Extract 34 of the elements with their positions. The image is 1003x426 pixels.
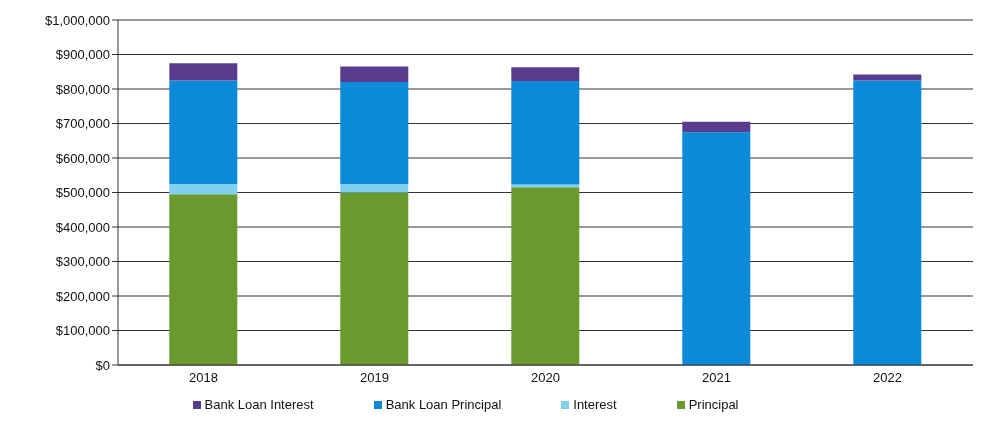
bar bbox=[340, 82, 409, 184]
bar bbox=[511, 67, 580, 82]
y-tick-label: $700,000 bbox=[55, 116, 110, 132]
y-tick-label: $0 bbox=[95, 357, 110, 373]
y-tick-label: $1,000,000 bbox=[44, 12, 110, 28]
y-tick-label: $400,000 bbox=[55, 219, 110, 235]
bar bbox=[682, 121, 751, 133]
bar bbox=[169, 80, 238, 184]
y-tick-label: $800,000 bbox=[55, 81, 110, 97]
bar bbox=[340, 66, 409, 83]
legend-label: Bank Loan Principal bbox=[385, 397, 502, 412]
y-tick-label: $300,000 bbox=[55, 254, 110, 270]
x-tick-label: 2018 bbox=[189, 370, 218, 386]
legend-label: Principal bbox=[688, 397, 739, 412]
bar bbox=[340, 192, 409, 365]
x-tick-label: 2022 bbox=[873, 370, 902, 386]
bar bbox=[340, 183, 409, 193]
bar bbox=[169, 183, 238, 195]
y-tick-label: $500,000 bbox=[55, 185, 110, 201]
bar bbox=[853, 80, 922, 365]
legend-label: Interest bbox=[573, 397, 617, 412]
bar bbox=[511, 187, 580, 365]
legend-label: Bank Loan Interest bbox=[204, 397, 314, 412]
x-tick-label: 2019 bbox=[360, 370, 389, 386]
bar bbox=[511, 81, 580, 185]
y-tick-label: $200,000 bbox=[55, 288, 110, 304]
bar bbox=[169, 63, 238, 81]
x-tick-label: 2020 bbox=[531, 370, 560, 386]
bar bbox=[682, 132, 751, 365]
y-tick-label: $900,000 bbox=[55, 47, 110, 63]
y-tick-label: $100,000 bbox=[55, 323, 110, 339]
bar bbox=[169, 194, 238, 365]
x-tick-label: 2021 bbox=[702, 370, 731, 386]
y-tick-label: $600,000 bbox=[55, 150, 110, 166]
